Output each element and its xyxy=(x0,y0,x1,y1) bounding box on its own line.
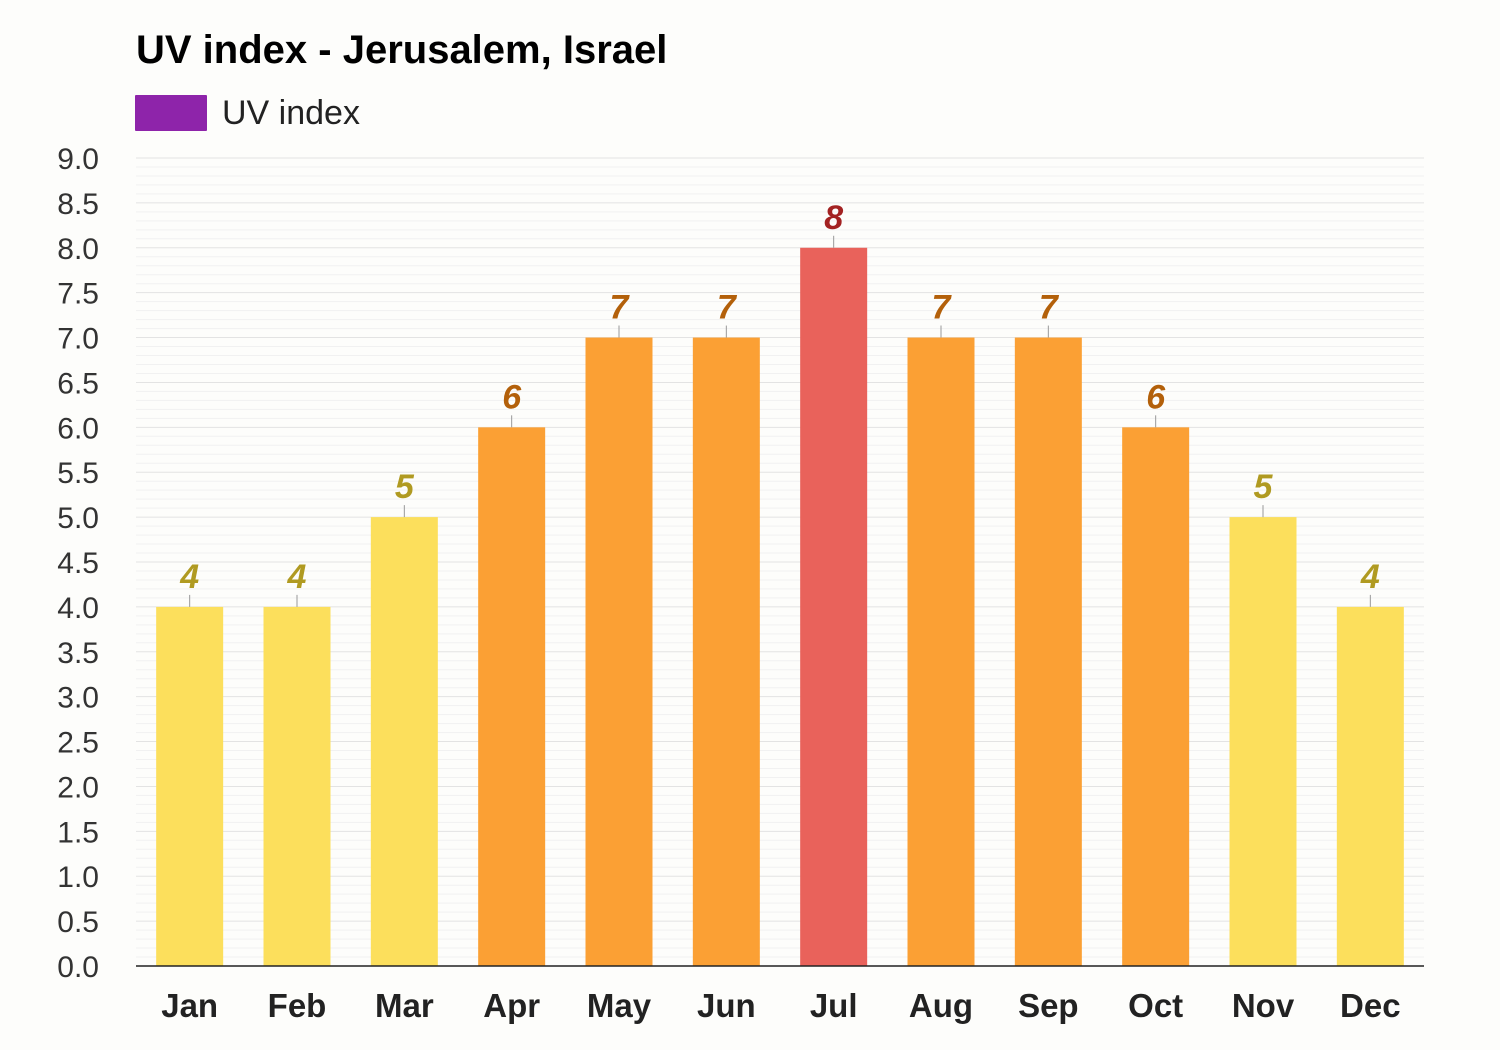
data-label: 8 xyxy=(824,199,843,237)
y-tick-label: 9.0 xyxy=(57,143,99,176)
chart-title: UV index - Jerusalem, Israel xyxy=(136,28,667,72)
data-label: 7 xyxy=(610,289,631,327)
bar-sep xyxy=(1014,337,1082,966)
x-tick-label: Jan xyxy=(161,987,218,1024)
y-tick-label: 8.5 xyxy=(57,188,99,221)
y-tick-label: 8.0 xyxy=(57,233,99,266)
x-axis: Jan Feb Mar Apr May Jun Jul Aug Sep Oct Nov Dec xyxy=(136,965,1424,1024)
x-tick-label: Apr xyxy=(483,987,540,1024)
y-tick-label: 2.5 xyxy=(57,727,99,760)
data-label: 7 xyxy=(932,289,953,327)
x-tick-label: Feb xyxy=(268,987,327,1024)
y-tick-label: 7.5 xyxy=(57,278,99,311)
y-tick-label: 7.0 xyxy=(57,323,99,356)
y-tick-label: 4.5 xyxy=(57,547,99,580)
data-label: 6 xyxy=(502,378,522,416)
data-label: 6 xyxy=(1146,378,1166,416)
bars: 4 4 5 6 7 7 8 7 7 6 5 4 xyxy=(156,199,1404,966)
bar-feb xyxy=(263,606,331,966)
x-tick-label: Aug xyxy=(909,987,973,1024)
bar-may xyxy=(585,337,653,966)
bar-mar xyxy=(370,517,438,966)
bar-jan xyxy=(156,606,224,966)
gridlines xyxy=(136,157,1424,967)
bar-aug xyxy=(907,337,975,966)
y-axis: 0.0 0.5 1.0 1.5 2.0 2.5 3.0 3.5 4.0 4.5 5.0 5.5 6.0 6… xyxy=(57,143,99,984)
y-tick-label: 1.5 xyxy=(57,816,99,849)
data-label: 4 xyxy=(1360,558,1380,596)
y-tick-label: 0.5 xyxy=(57,906,99,939)
data-label: 5 xyxy=(395,468,415,506)
data-label: 7 xyxy=(1039,289,1060,327)
x-tick-label: May xyxy=(587,987,652,1024)
y-tick-label: 6.5 xyxy=(57,367,99,400)
legend: UV index xyxy=(135,94,360,132)
legend-swatch xyxy=(135,95,207,131)
data-label: 7 xyxy=(717,289,738,327)
y-tick-label: 3.5 xyxy=(57,637,99,670)
y-tick-label: 3.0 xyxy=(57,682,99,715)
y-tick-label: 1.0 xyxy=(57,861,99,894)
bar-jul xyxy=(800,247,868,966)
bar-dec xyxy=(1336,606,1404,966)
x-tick-label: Mar xyxy=(375,987,434,1024)
y-tick-label: 6.0 xyxy=(57,412,99,445)
x-tick-label: Nov xyxy=(1232,987,1295,1024)
y-tick-label: 0.0 xyxy=(57,951,99,984)
bar-nov xyxy=(1229,517,1297,966)
bar-oct xyxy=(1122,427,1190,966)
legend-label: UV index xyxy=(222,94,360,132)
x-tick-label: Jul xyxy=(810,987,858,1024)
x-tick-label: Dec xyxy=(1340,987,1401,1024)
bar-jun xyxy=(692,337,760,966)
y-tick-label: 5.5 xyxy=(57,457,99,490)
x-tick-label: Jun xyxy=(697,987,756,1024)
data-label: 4 xyxy=(179,558,199,596)
x-tick-label: Sep xyxy=(1018,987,1079,1024)
y-tick-label: 4.0 xyxy=(57,592,99,625)
data-label: 4 xyxy=(287,558,307,596)
data-label: 5 xyxy=(1254,468,1274,506)
bar-apr xyxy=(478,427,546,966)
y-tick-label: 2.0 xyxy=(57,771,99,804)
x-tick-label: Oct xyxy=(1128,987,1183,1024)
y-tick-label: 5.0 xyxy=(57,502,99,535)
